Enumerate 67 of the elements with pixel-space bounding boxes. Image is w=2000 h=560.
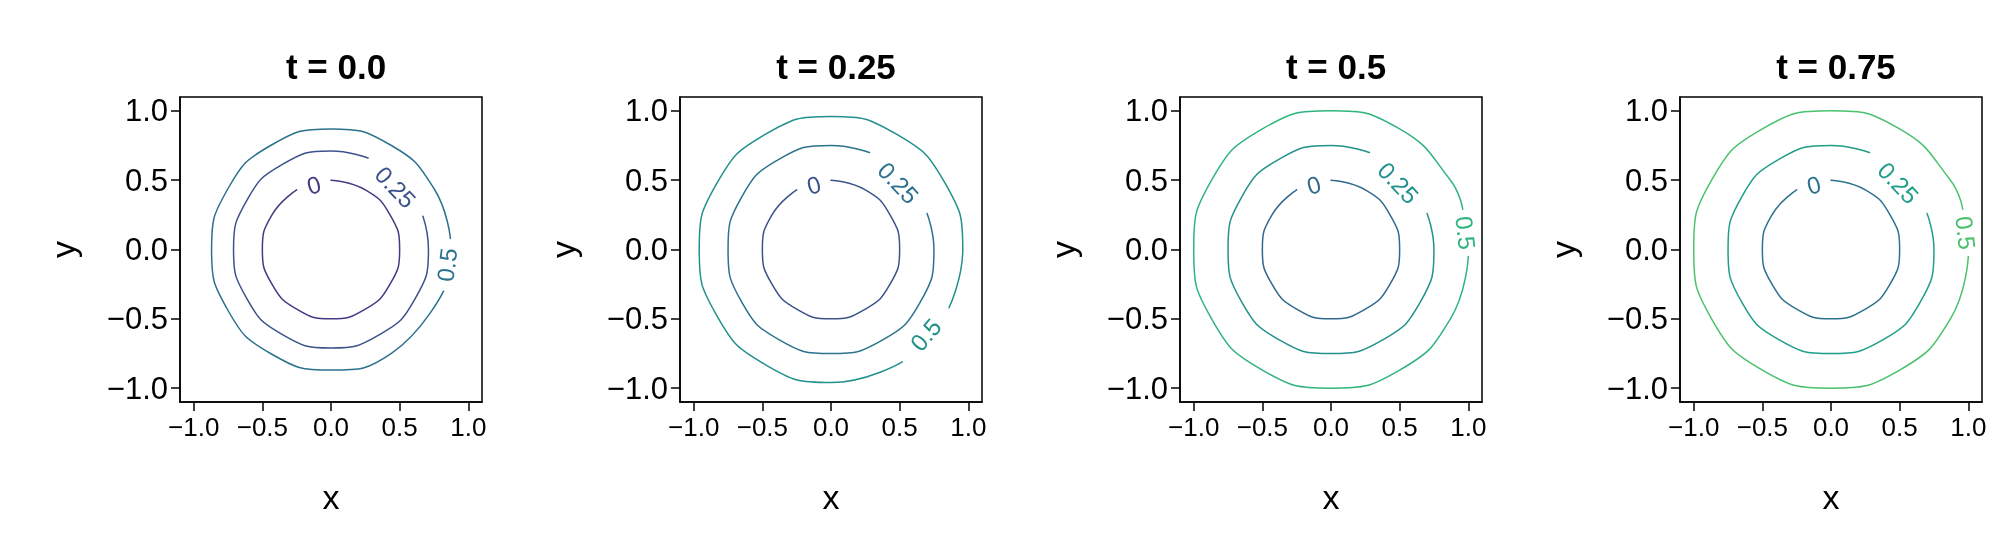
text: 0: [1803, 170, 1824, 200]
y-tick-label: −0.5: [106, 301, 168, 337]
text: 0: [803, 170, 824, 200]
x-tick-label: 0.5: [881, 412, 918, 442]
x-axis-title: x: [1322, 478, 1340, 516]
line-series: [1227, 144, 1435, 355]
x-tick-label: 1.0: [950, 412, 987, 442]
y-tick-label: −0.5: [1606, 301, 1668, 337]
y-tick-label: 0.5: [124, 162, 168, 198]
x-tick-label: −0.5: [736, 412, 789, 442]
x-tick-label: 0.0: [1312, 412, 1350, 442]
y-tick-label: −0.5: [606, 301, 668, 337]
x-tick-label: −1.0: [168, 412, 220, 442]
line-series: [698, 115, 964, 384]
x-tick-label: 1.0: [1950, 412, 1987, 442]
x-tick-label: −1.0: [1668, 412, 1720, 442]
y-axis-title: y: [1544, 241, 1582, 258]
x-axis-title: x: [1822, 478, 1840, 516]
x-tick-label: −0.5: [1236, 412, 1289, 442]
y-tick-label: −1.0: [606, 370, 668, 406]
y-tick-label: 0.0: [1124, 232, 1168, 267]
text: 0.25: [872, 156, 925, 210]
y-tick-label: −1.0: [1106, 370, 1168, 406]
y-tick-label: 0.0: [1624, 232, 1668, 267]
x-axis-title: x: [822, 478, 840, 516]
chart-title: t = 0.5: [1285, 47, 1387, 86]
y-tick-label: −1.0: [106, 370, 168, 406]
y-tick-label: 0.5: [624, 162, 668, 198]
y-tick-label: 0.5: [1624, 162, 1668, 198]
x-tick-label: 0.5: [1381, 412, 1418, 442]
x-axis-title: x: [322, 478, 340, 516]
x-tick-label: 0.5: [1881, 412, 1918, 442]
x-tick-label: −1.0: [1168, 412, 1220, 442]
x-tick-label: 0.5: [381, 412, 418, 442]
x-tick-label: 0.0: [812, 412, 850, 442]
y-tick-label: 0.0: [624, 232, 668, 267]
y-tick-label: −0.5: [1106, 301, 1168, 337]
x-tick-label: −0.5: [1736, 412, 1789, 442]
text: 0.25: [1372, 156, 1425, 210]
y-tick-label: 0.0: [124, 232, 168, 267]
y-tick-label: 1.0: [1124, 93, 1168, 129]
text: 0.5: [431, 246, 463, 284]
line-series: [232, 150, 430, 349]
x-tick-label: 0.0: [1812, 412, 1850, 442]
text: 0: [303, 170, 324, 200]
y-axis-title: y: [544, 241, 582, 258]
y-axis-title: y: [1044, 241, 1082, 258]
text: 0.5: [904, 313, 947, 357]
text: 0.5: [1450, 214, 1481, 251]
y-tick-label: 1.0: [124, 93, 168, 129]
y-tick-label: −1.0: [1606, 370, 1668, 406]
line-series: [1727, 144, 1935, 355]
text: 0: [1303, 170, 1324, 200]
x-tick-label: −0.5: [236, 412, 289, 442]
chart-title: t = 0.0: [285, 47, 387, 86]
y-axis-title: y: [44, 241, 82, 258]
x-tick-label: −1.0: [668, 412, 720, 442]
x-tick-label: 1.0: [1450, 412, 1487, 442]
x-tick-label: 0.0: [312, 412, 350, 442]
text: 0.25: [1872, 156, 1925, 210]
chart-title: t = 0.25: [776, 47, 896, 86]
text: 0.5: [1950, 214, 1981, 251]
x-tick-label: 1.0: [450, 412, 487, 442]
y-tick-label: 1.0: [1624, 93, 1668, 129]
y-tick-label: 1.0: [624, 93, 668, 129]
y-tick-label: 0.5: [1124, 162, 1168, 198]
chart-title: t = 0.75: [1776, 47, 1896, 86]
